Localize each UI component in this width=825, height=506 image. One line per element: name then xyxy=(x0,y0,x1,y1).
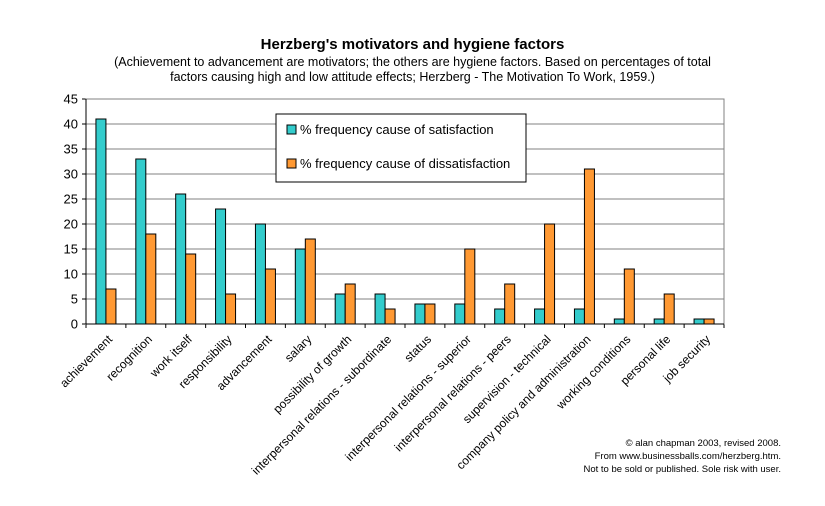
credit-line: Not to be sold or published. Sole risk w… xyxy=(583,464,782,475)
x-category-label: working conditions xyxy=(553,332,633,412)
credit-line: From www.businessballs.com/herzberg.htm. xyxy=(594,451,781,462)
dissatisfaction-bar xyxy=(105,288,117,325)
y-tick-label: 30 xyxy=(64,167,78,182)
legend-label: % frequency cause of satisfaction xyxy=(300,122,494,137)
satisfaction-bar xyxy=(95,118,107,325)
dissatisfaction-bar xyxy=(424,303,436,325)
chart-subtitle-line-1: (Achievement to advancement are motivato… xyxy=(114,55,711,69)
dissatisfaction-bar xyxy=(225,293,237,325)
dissatisfaction-bar xyxy=(464,248,476,325)
satisfaction-bar xyxy=(573,308,585,325)
chart-title: Herzberg's motivators and hygiene factor… xyxy=(260,36,565,53)
x-category-label: achievement xyxy=(57,332,115,390)
y-tick-label: 0 xyxy=(71,317,78,332)
chart-subtitle-line-2: factors causing high and low attitude ef… xyxy=(170,70,655,84)
y-tick-label: 40 xyxy=(64,117,78,132)
legend-swatch xyxy=(286,124,297,135)
dissatisfaction-bar xyxy=(264,268,276,325)
y-tick-label: 25 xyxy=(64,192,78,207)
dissatisfaction-bar xyxy=(544,223,556,325)
y-tick-label: 15 xyxy=(64,242,78,257)
satisfaction-bar xyxy=(374,293,386,325)
dissatisfaction-bar xyxy=(384,308,396,325)
x-category-label: salary xyxy=(282,332,315,365)
y-tick-label: 20 xyxy=(64,217,78,232)
satisfaction-bar xyxy=(254,223,266,325)
y-tick-label: 45 xyxy=(64,92,78,107)
y-tick-label: 35 xyxy=(64,142,78,157)
x-category-label: status xyxy=(402,332,435,365)
satisfaction-bar xyxy=(494,308,506,325)
dissatisfaction-bar xyxy=(145,233,157,325)
dissatisfaction-bar xyxy=(304,238,316,325)
satisfaction-bar xyxy=(175,193,187,325)
legend-box xyxy=(275,113,527,183)
credit-line: © alan chapman 2003, revised 2008. xyxy=(625,438,781,449)
copyright-credit: © alan chapman 2003, revised 2008. From … xyxy=(584,437,782,476)
satisfaction-bar xyxy=(135,158,147,325)
satisfaction-bar xyxy=(414,303,426,325)
y-tick-label: 10 xyxy=(64,267,78,282)
satisfaction-bar xyxy=(454,303,466,325)
satisfaction-bar xyxy=(613,318,625,325)
legend-swatch xyxy=(286,158,297,169)
dissatisfaction-bar xyxy=(663,293,675,325)
dissatisfaction-bar xyxy=(504,283,516,325)
dissatisfaction-bar xyxy=(703,318,715,325)
satisfaction-bar xyxy=(215,208,227,325)
dissatisfaction-bar xyxy=(623,268,635,325)
satisfaction-bar xyxy=(334,293,346,325)
satisfaction-bar xyxy=(534,308,546,325)
satisfaction-bar xyxy=(693,318,705,325)
legend-label: % frequency cause of dissatisfaction xyxy=(300,156,510,171)
satisfaction-bar xyxy=(653,318,665,325)
dissatisfaction-bar xyxy=(344,283,356,325)
dissatisfaction-bar xyxy=(185,253,197,325)
dissatisfaction-bar xyxy=(583,168,595,325)
satisfaction-bar xyxy=(294,248,306,325)
y-tick-label: 5 xyxy=(71,292,78,307)
